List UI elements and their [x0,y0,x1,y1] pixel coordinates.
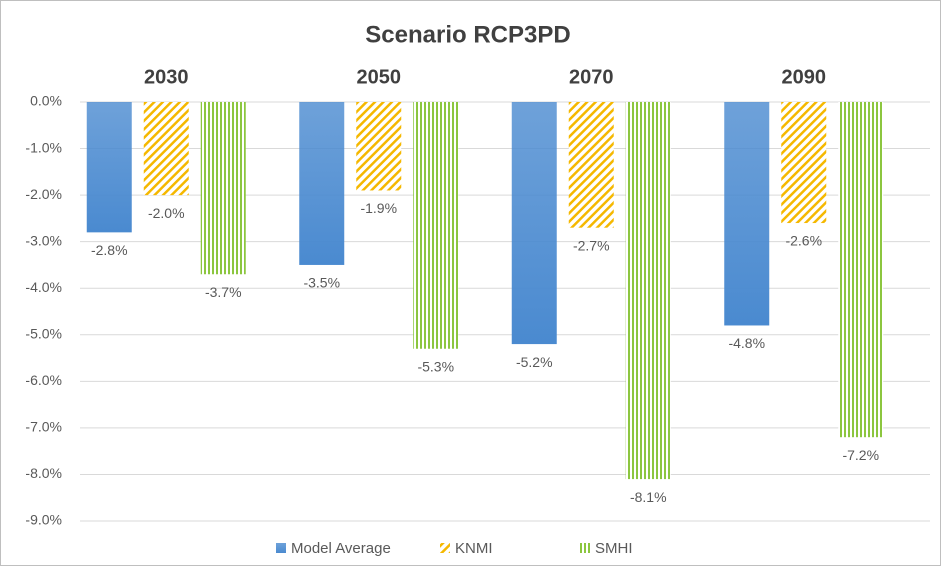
legend-label: KNMI [455,540,493,557]
y-tick-label: -8.0% [25,465,62,481]
legend-swatch [440,543,450,553]
data-label: -4.8% [728,335,765,351]
bar [299,102,345,265]
data-label: -7.2% [842,447,879,463]
bar [143,102,189,196]
category-label: 2090 [782,66,827,88]
y-tick-label: -9.0% [25,512,62,528]
y-tick-label: -3.0% [25,232,62,248]
data-label: -2.0% [148,205,185,221]
bar [781,102,827,224]
y-tick-label: -2.0% [25,186,62,202]
legend-label: Model Average [291,540,391,557]
data-label: -5.2% [516,354,553,370]
data-label: -5.3% [417,358,454,374]
bar [413,102,459,349]
legend-swatch [580,543,590,553]
bar [200,102,246,275]
data-label: -2.6% [785,233,822,249]
bar [568,102,614,228]
data-label: -8.1% [630,489,667,505]
bar [838,102,884,438]
data-label: -3.5% [303,275,340,291]
y-tick-label: 0.0% [30,93,62,109]
data-label: -2.7% [573,237,610,253]
y-tick-label: -1.0% [25,139,62,155]
data-label: -3.7% [205,284,242,300]
chart-title: Scenario RCP3PD [365,21,570,48]
bar [86,102,132,233]
category-label: 2030 [144,66,189,88]
data-label: -1.9% [360,200,397,216]
y-tick-label: -6.0% [25,372,62,388]
y-tick-label: -4.0% [25,279,62,295]
bar [724,102,770,326]
bar [356,102,402,191]
y-tick-label: -7.0% [25,419,62,435]
y-tick-label: -5.0% [25,325,62,341]
category-label: 2050 [357,66,402,88]
legend-label: SMHI [595,540,633,557]
bar [625,102,671,480]
legend-swatch [276,543,286,553]
bar [511,102,557,345]
data-label: -2.8% [91,242,128,258]
category-label: 2070 [569,66,614,88]
